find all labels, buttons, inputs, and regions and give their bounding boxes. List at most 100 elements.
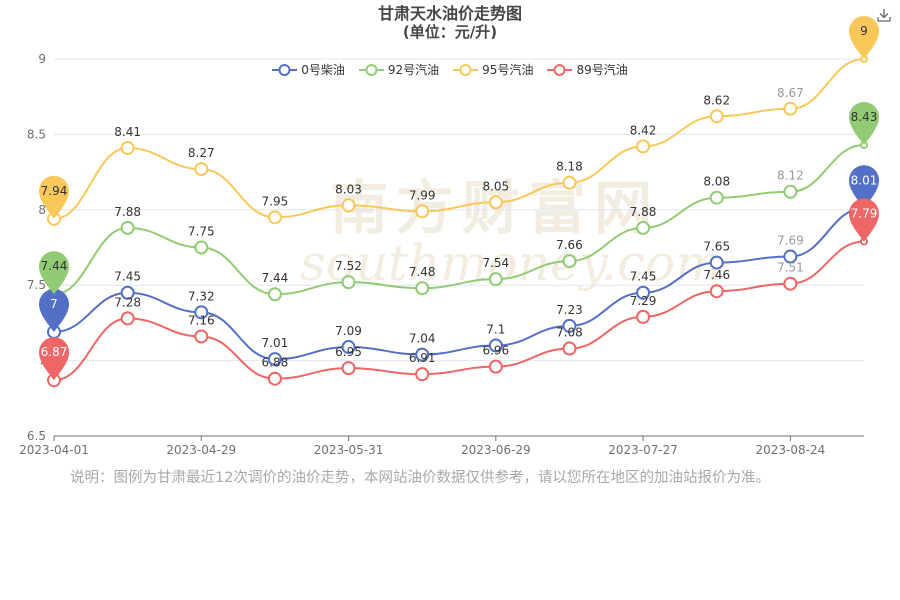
marker-pin xyxy=(849,198,879,242)
legend-label: 95号汽油 xyxy=(482,63,534,77)
data-point xyxy=(562,318,577,333)
data-label: 7.99 xyxy=(409,188,436,202)
data-point xyxy=(783,276,798,291)
data-point xyxy=(415,204,430,219)
series-line-diesel-0 xyxy=(53,207,865,361)
marker-pin xyxy=(39,175,69,219)
watermark: 南方财富网 southmoney.com xyxy=(300,174,723,292)
data-label: 7.51 xyxy=(777,261,804,275)
pin-label: 7.94 xyxy=(41,184,68,198)
marker-pin xyxy=(849,16,879,59)
legend-label: 89号汽油 xyxy=(576,63,628,77)
data-label: 7.66 xyxy=(556,238,583,252)
data-label: 7.75 xyxy=(188,225,215,239)
x-tick-label: 2023-05-31 xyxy=(314,443,384,457)
data-label: 7.32 xyxy=(188,289,215,303)
data-label: 8.08 xyxy=(703,175,730,189)
legend-item-diesel-0[interactable]: 0号柴油 xyxy=(272,61,345,78)
data-point xyxy=(709,190,724,205)
data-point xyxy=(488,272,503,287)
data-label: 7.69 xyxy=(777,234,804,248)
data-point xyxy=(709,109,724,124)
data-point xyxy=(341,275,356,290)
download-icon[interactable] xyxy=(876,7,892,27)
legend-item-gasoline-89[interactable]: 89号汽油 xyxy=(547,61,628,78)
data-point xyxy=(636,309,651,324)
chart-note: 说明：图例为甘肃最近12次调价的油价走势，本网站油价数据仅供参考，请以您所在地区… xyxy=(70,470,770,486)
data-point xyxy=(415,347,430,362)
data-point xyxy=(415,281,430,296)
marker-pin xyxy=(849,101,879,145)
data-point xyxy=(636,220,651,235)
data-point xyxy=(636,285,651,300)
data-point xyxy=(194,162,209,177)
data-label: 7.88 xyxy=(630,205,657,219)
series-line-gasoline-95 xyxy=(53,58,865,220)
data-label: 7.08 xyxy=(556,326,583,340)
series-line-gasoline-89 xyxy=(53,240,865,382)
data-label: 8.67 xyxy=(777,86,804,100)
data-label: 7.01 xyxy=(262,336,289,350)
data-point xyxy=(194,240,209,255)
pin-label: 9 xyxy=(860,24,868,38)
data-label: 7.09 xyxy=(335,324,362,338)
data-point xyxy=(783,184,798,199)
data-label: 7.44 xyxy=(262,271,289,285)
legend-label: 92号汽油 xyxy=(387,63,440,77)
data-point xyxy=(488,338,503,353)
data-point xyxy=(120,140,135,155)
data-label: 7.23 xyxy=(556,303,583,317)
chart-legend: 0号柴油 92号汽油 95号汽油 89号汽油 xyxy=(0,61,900,78)
x-tick-label: 2023-04-01 xyxy=(19,443,89,457)
data-label: 8.12 xyxy=(777,169,804,183)
y-tick-label: 7.5 xyxy=(27,278,46,292)
data-point xyxy=(709,255,724,270)
y-tick-label: 9 xyxy=(38,52,46,66)
data-label: 6.96 xyxy=(482,344,509,358)
data-label: 7.48 xyxy=(409,265,436,279)
data-label: 8.03 xyxy=(335,182,362,196)
data-label: 7.29 xyxy=(630,294,657,308)
data-point xyxy=(709,284,724,299)
data-label: 6.95 xyxy=(335,345,362,359)
pin-label: 8.43 xyxy=(851,110,878,124)
x-tick-label: 2023-04-29 xyxy=(166,443,236,457)
data-label: 8.18 xyxy=(556,160,583,174)
data-point xyxy=(267,371,282,386)
data-label: 7.16 xyxy=(188,313,215,327)
data-point xyxy=(488,195,503,210)
x-tick-label: 2023-07-27 xyxy=(608,443,678,457)
data-point xyxy=(267,352,282,367)
data-point xyxy=(562,254,577,269)
pin-label: 7.79 xyxy=(851,206,878,220)
y-tick-label: 8.5 xyxy=(27,127,46,141)
data-point xyxy=(120,220,135,235)
pin-label: 7 xyxy=(50,297,58,311)
data-label: 7.04 xyxy=(409,332,436,346)
legend-item-gasoline-95[interactable]: 95号汽油 xyxy=(453,61,533,78)
data-label: 7.65 xyxy=(703,240,730,254)
data-label: 7.46 xyxy=(703,268,730,282)
data-label: 7.52 xyxy=(335,259,362,273)
data-label: 7.95 xyxy=(262,194,289,208)
data-label: 6.88 xyxy=(262,356,289,370)
data-point xyxy=(562,341,577,356)
marker-pin xyxy=(39,251,69,295)
data-label: 7.88 xyxy=(114,205,141,219)
data-label: 7.45 xyxy=(630,270,657,284)
x-tick-label: 2023-08-24 xyxy=(755,443,825,457)
data-label: 8.27 xyxy=(188,146,215,160)
series-line-gasoline-92 xyxy=(53,143,865,296)
data-label: 8.41 xyxy=(114,125,141,139)
x-tick-label: 2023-06-29 xyxy=(461,443,531,457)
legend-item-gasoline-92[interactable]: 92号汽油 xyxy=(358,61,440,78)
data-point xyxy=(194,305,209,320)
y-tick-label: 6.5 xyxy=(27,429,46,443)
data-point xyxy=(341,361,356,376)
y-tick-label: 8 xyxy=(38,203,46,217)
chart-subtitle: (单位：元/升) xyxy=(402,23,498,41)
data-point xyxy=(488,359,503,374)
marker-pin xyxy=(39,288,69,332)
data-point xyxy=(783,101,798,116)
